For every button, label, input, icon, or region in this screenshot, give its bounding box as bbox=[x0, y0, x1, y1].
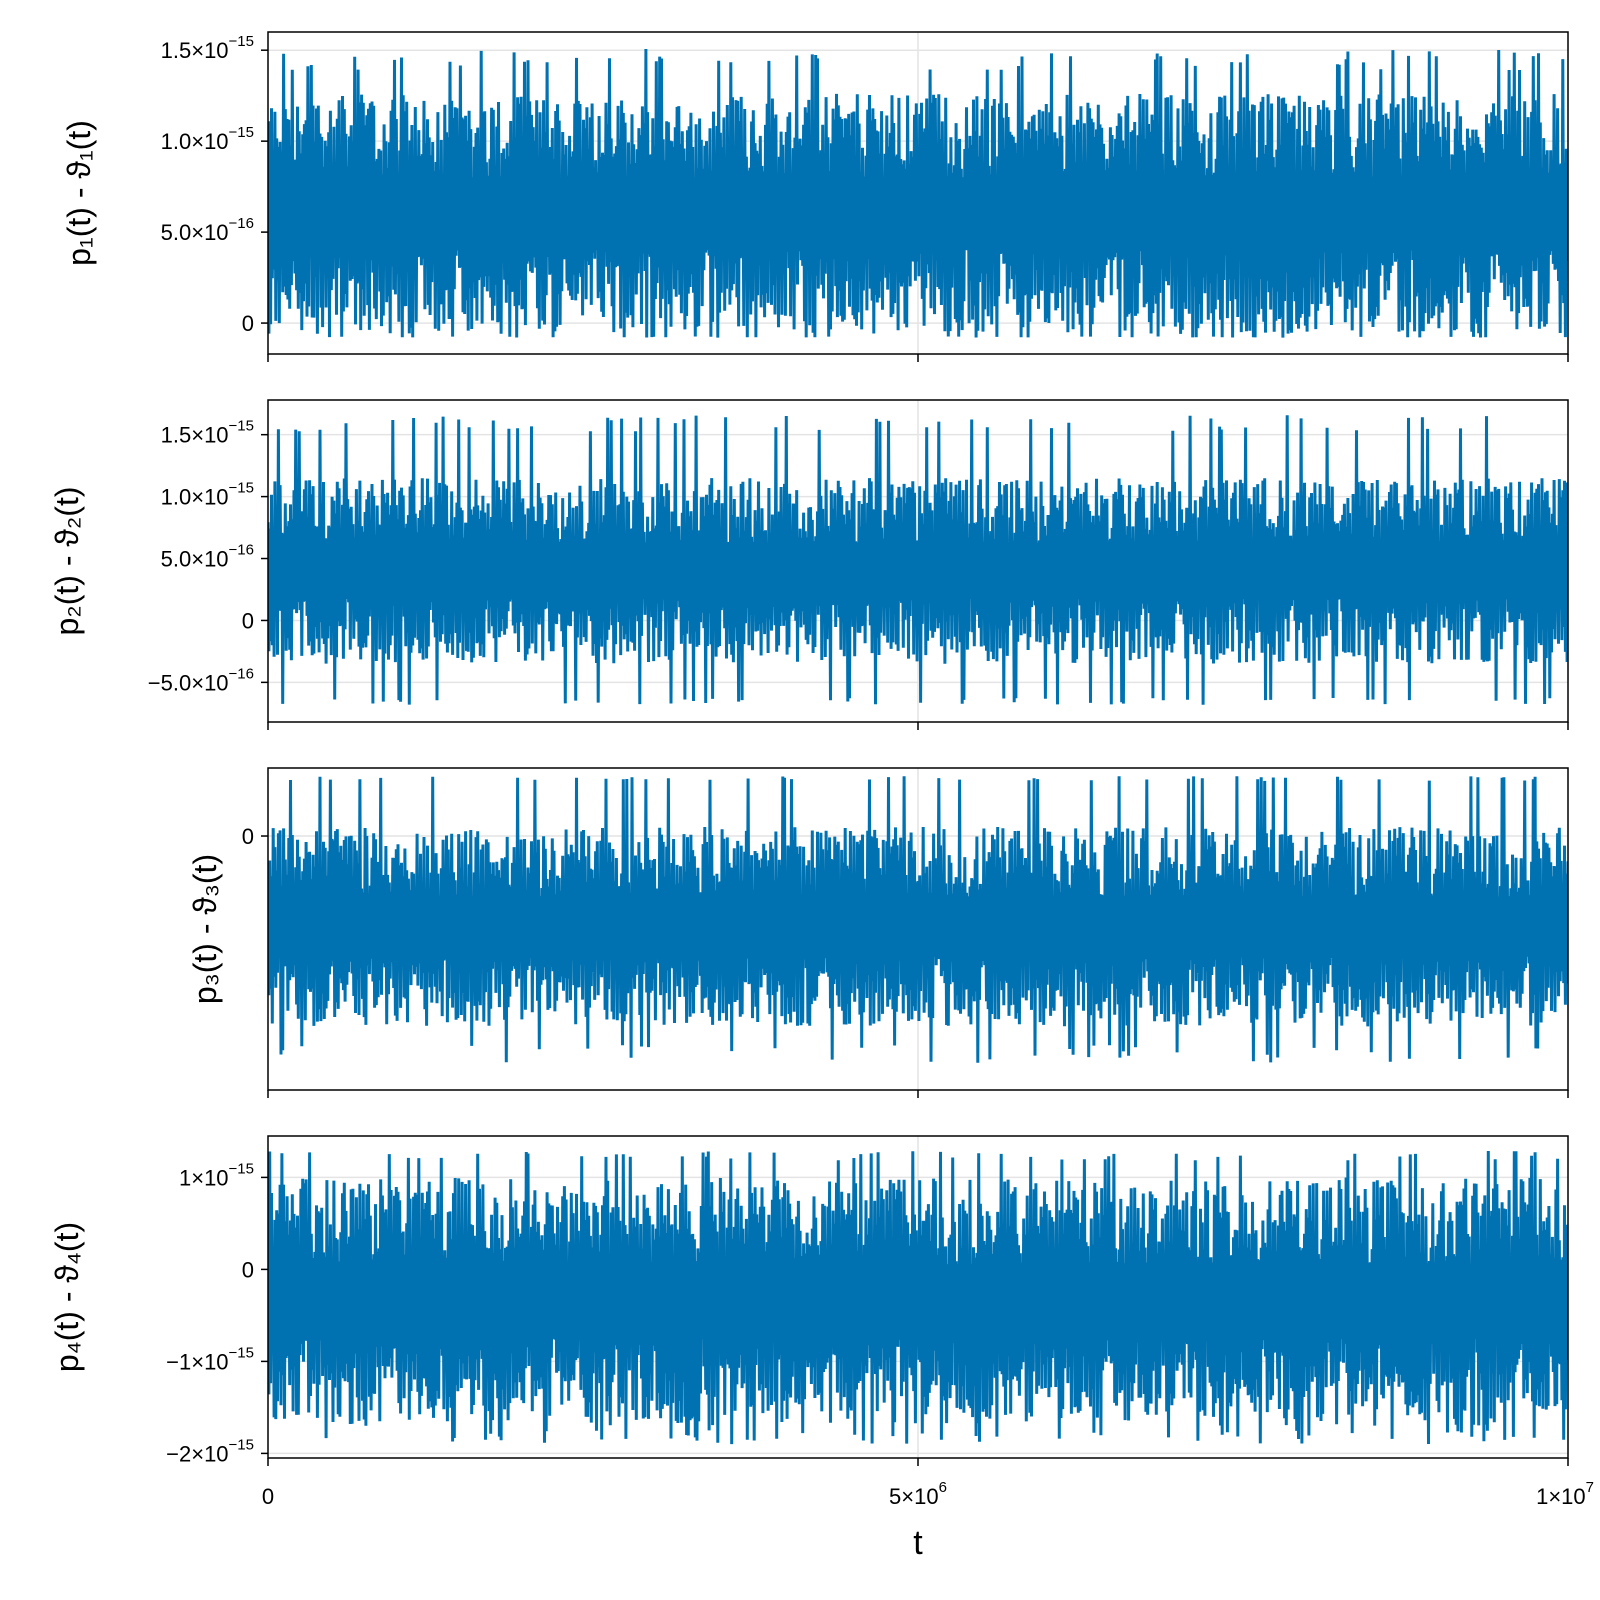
y-tick-label-0: 0 bbox=[242, 311, 254, 336]
x-tick-label-0: 0 bbox=[262, 1484, 274, 1509]
y-axis-label: p₄(t) - ϑ₄(t) bbox=[49, 1222, 85, 1372]
panel-1: 0 5.0×10−16 1.0×10−15 1.5×10−15 p₁(t) - ϑ₁(t… bbox=[61, 31, 1569, 362]
y-axis-label: p₁(t) - ϑ₁(t) bbox=[61, 120, 97, 266]
panel-2: −5.0×10−16 0 5.0×10−16 1.0×10−15 1.5×10−15 p₂… bbox=[49, 399, 1569, 730]
panel-4: −2×10−15 −1×10−15 0 1×10−15 p₄(t) - ϑ₄(t) 0 5×… bbox=[49, 1135, 1594, 1562]
series-line bbox=[268, 415, 1568, 705]
y-tick-label-1: 5.0×10−16 bbox=[161, 215, 254, 245]
y-tick-label-3: 1.5×10−15 bbox=[161, 33, 254, 63]
series-line bbox=[268, 776, 1568, 1063]
y-tick-label-2: 1.0×10−15 bbox=[161, 124, 254, 154]
y-axis-label: p₂(t) - ϑ₂(t) bbox=[49, 487, 85, 636]
y-tick-label-2: 0 bbox=[242, 1257, 254, 1282]
x-axis-label: t bbox=[913, 1524, 923, 1562]
y-tick-label-0: −2×10−15 bbox=[166, 1436, 254, 1466]
panel-3: 0 p₃(t) - ϑ₃(t) bbox=[187, 767, 1569, 1098]
x-tick-label-1: 5×106 bbox=[889, 1479, 947, 1509]
y-tick-label-0: −5.0×10−16 bbox=[148, 665, 254, 695]
y-tick-label-2: 5.0×10−16 bbox=[161, 542, 254, 572]
y-tick-label-3: 1×10−15 bbox=[179, 1160, 254, 1190]
x-tick-label-2: 1×107 bbox=[1536, 1479, 1594, 1509]
y-tick-label-0: 0 bbox=[242, 824, 254, 849]
y-tick-label-3: 1.0×10−15 bbox=[161, 480, 254, 510]
series-line bbox=[268, 48, 1568, 338]
y-tick-label-1: 0 bbox=[242, 608, 254, 633]
series-line bbox=[268, 1150, 1568, 1445]
y-tick-label-1: −1×10−15 bbox=[166, 1344, 254, 1374]
y-tick-label-4: 1.5×10−15 bbox=[161, 418, 254, 448]
y-axis-label: p₃(t) - ϑ₃(t) bbox=[187, 854, 223, 1004]
